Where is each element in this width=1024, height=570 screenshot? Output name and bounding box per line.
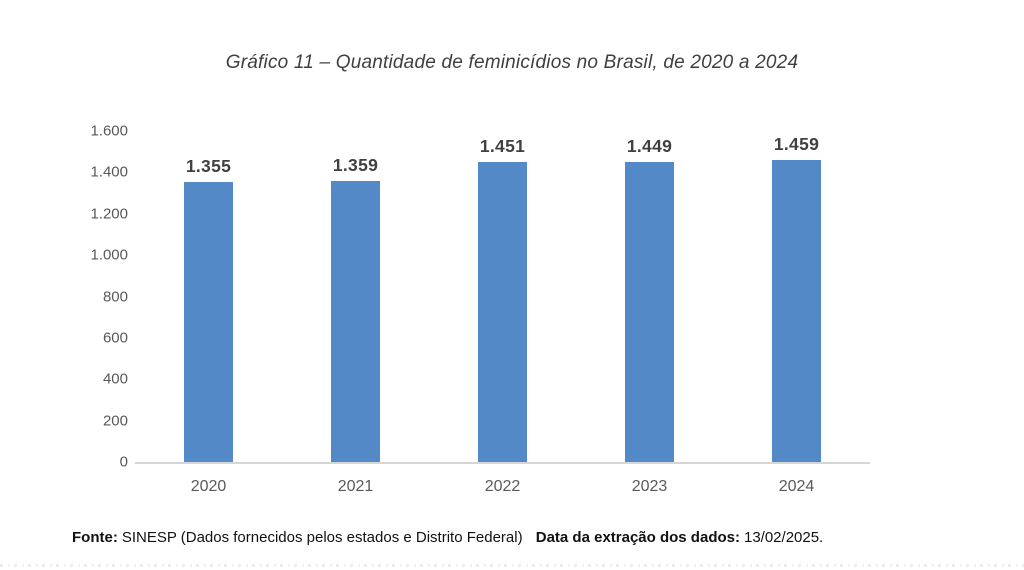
source-label: Fonte: <box>72 529 118 546</box>
bar-value-label: 1.451 <box>479 135 526 156</box>
cropped-text-artifact <box>0 564 1024 567</box>
y-tick-label: 1.200 <box>90 205 128 223</box>
bar-value-label: 1.359 <box>332 154 379 175</box>
bar-group: 1.355 2020 <box>135 131 282 495</box>
bar <box>331 180 380 462</box>
bar-group: 1.449 2023 <box>576 131 723 495</box>
bar-value-label: 1.449 <box>626 136 673 157</box>
bar <box>772 160 821 462</box>
bar <box>625 162 674 462</box>
y-tick-label: 800 <box>102 288 128 305</box>
y-tick-label: 0 <box>119 453 128 471</box>
bar-group: 1.451 2022 <box>429 131 576 495</box>
x-axis-label: 2023 <box>631 478 668 495</box>
y-tick-label: 200 <box>102 412 128 430</box>
y-tick-label: 1.600 <box>90 122 128 140</box>
chart-title: Gráfico 11 – Quantidade de feminicídios … <box>225 52 799 73</box>
source-text: SINESP (Dados fornecidos pelos estados e… <box>121 529 523 546</box>
bar-value-label: 1.355 <box>185 155 232 176</box>
source-note: Fonte: SINESP (Dados fornecidos pelos est… <box>72 529 823 546</box>
bar-group: 1.459 2024 <box>723 131 870 495</box>
x-axis-label: 2022 <box>484 478 521 495</box>
y-tick-label: 1.000 <box>90 246 128 264</box>
y-tick-label: 600 <box>102 329 128 347</box>
bar-value-label: 1.459 <box>773 134 820 155</box>
y-axis: 1.600 1.400 1.200 1.000 800 600 400 200 0 <box>60 123 128 471</box>
bar <box>478 161 527 462</box>
extraction-date-label: Data da extração dos dados: <box>535 529 740 546</box>
bar <box>184 181 233 462</box>
y-tick-label: 400 <box>102 370 128 388</box>
bar-group: 1.359 2021 <box>282 131 429 495</box>
extraction-date-value: 13/02/2025. <box>743 529 824 546</box>
x-axis-label: 2024 <box>778 478 815 495</box>
x-axis-label: 2020 <box>190 478 227 495</box>
plot-area: 1.355 2020 1.359 2021 1.451 2022 1.449 2023 1.45… <box>135 131 870 495</box>
y-tick-label: 1.400 <box>90 163 128 181</box>
x-axis-label: 2021 <box>337 478 374 495</box>
